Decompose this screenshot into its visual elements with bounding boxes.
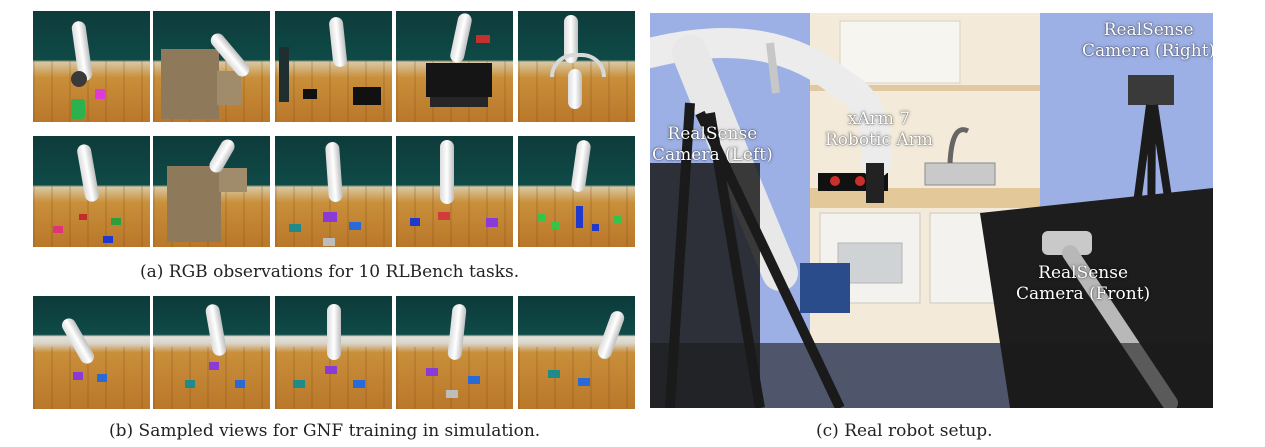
label-camera-right-line2: Camera (Right) [1082, 41, 1213, 61]
label-robotic-arm-line1: xArm 7 [847, 109, 911, 129]
gnf-view-5 [518, 296, 635, 409]
caption-c: (c) Real robot setup. [816, 421, 993, 441]
caption-a: (a) RGB observations for 10 RLBench task… [140, 262, 520, 282]
label-camera-right: RealSense Camera (Right) [1082, 20, 1213, 62]
label-camera-front-line1: RealSense [1038, 263, 1129, 283]
real-robot-photo: RealSense Camera (Right) RealSense Camer… [650, 13, 1213, 408]
rlbench-task-3 [275, 11, 392, 122]
gnf-view-4 [396, 296, 513, 409]
rlbench-task-6 [33, 136, 150, 247]
label-camera-front-line2: Camera (Front) [1016, 284, 1151, 304]
label-robotic-arm-line2: Robotic Arm [825, 130, 933, 150]
real-robot-scene [650, 13, 1213, 408]
label-robotic-arm: xArm 7 Robotic Arm [825, 109, 933, 151]
gnf-view-1 [33, 296, 150, 409]
label-camera-right-line1: RealSense [1103, 20, 1194, 40]
rlbench-task-5 [518, 11, 635, 122]
gnf-view-3 [275, 296, 392, 409]
label-camera-front: RealSense Camera (Front) [1016, 263, 1150, 305]
label-camera-left-line1: RealSense [667, 124, 758, 144]
rlbench-task-10 [518, 136, 635, 247]
gnf-view-2 [153, 296, 270, 409]
rlbench-task-4 [396, 11, 513, 122]
label-camera-left-line2: Camera (Left) [652, 145, 773, 165]
rlbench-task-2 [153, 11, 270, 122]
rlbench-task-9 [396, 136, 513, 247]
rlbench-task-1 [33, 11, 150, 122]
rlbench-task-8 [275, 136, 392, 247]
caption-b: (b) Sampled views for GNF training in si… [109, 421, 541, 441]
rlbench-task-7 [153, 136, 270, 247]
label-camera-left: RealSense Camera (Left) [652, 124, 773, 166]
